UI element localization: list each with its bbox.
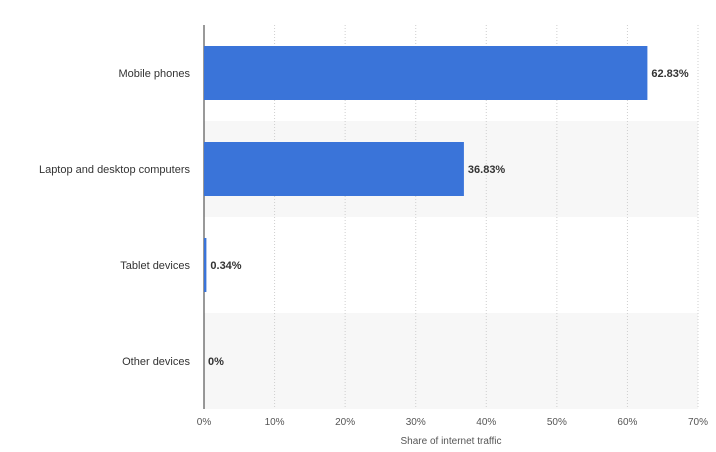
data-label-tablet-devices: 0.34% [210,260,241,272]
bars [204,46,648,292]
row-band [204,313,698,409]
x-tick-label: 50% [547,417,567,428]
data-labels: 62.83% 36.83% 0.34% 0% [208,68,689,368]
data-label-other-devices: 0% [208,356,224,368]
x-tick-label: 60% [617,417,637,428]
x-axis-title: Share of internet traffic [401,436,502,447]
row-bands [204,121,698,409]
category-label-laptop-and-desktop-computers: Laptop and desktop computers [39,164,191,176]
x-tick-labels: 0% 10% 20% 30% 40% 50% 60% 70% [197,417,708,428]
x-tick-label: 0% [197,417,212,428]
category-label-tablet-devices: Tablet devices [120,260,190,272]
x-tick-label: 10% [265,417,285,428]
x-tick-label: 40% [476,417,496,428]
x-tick-label: 20% [335,417,355,428]
data-label-mobile-phones: 62.83% [651,68,689,80]
bar-mobile-phones [204,46,648,100]
bar-laptop-and-desktop-computers [204,142,464,196]
bar-tablet-devices [204,238,207,292]
category-label-mobile-phones: Mobile phones [118,68,190,80]
x-tick-label: 70% [688,417,708,428]
category-label-other-devices: Other devices [122,356,190,368]
data-label-laptop-and-desktop-computers: 36.83% [468,164,506,176]
category-labels: Mobile phones Laptop and desktop computer… [39,68,191,368]
x-tick-label: 30% [406,417,426,428]
